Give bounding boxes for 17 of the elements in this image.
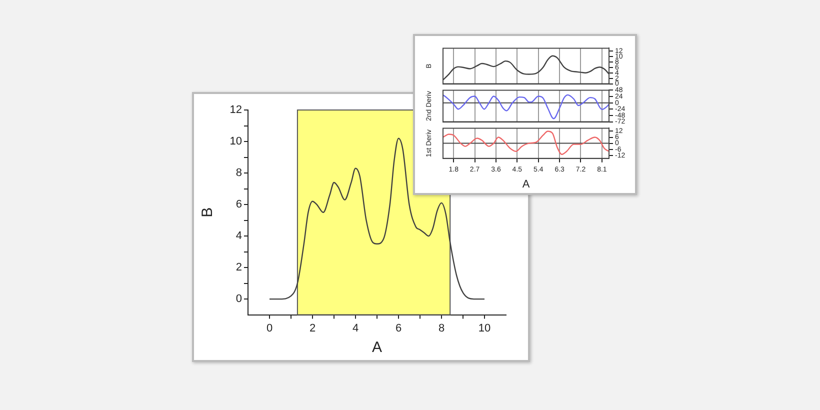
x-tick-label: 2 xyxy=(309,322,316,334)
x-tick-label: 4 xyxy=(352,322,359,334)
y-tick-label: 12 xyxy=(230,104,242,116)
y-tick-label: 6 xyxy=(236,198,242,211)
y-tick-label: 2 xyxy=(236,262,242,274)
y-axis-title: B xyxy=(199,207,216,218)
x-tick-label: 8 xyxy=(438,322,445,334)
x-tick-label: 0 xyxy=(266,322,273,334)
line-series xyxy=(443,130,609,155)
x-axis-title: A xyxy=(372,339,382,356)
x-tick-label: 6 xyxy=(395,322,402,334)
x-tick-label: 10 xyxy=(478,322,491,334)
y-tick-label: 10 xyxy=(230,136,242,148)
y-tick-label: 0 xyxy=(236,293,242,306)
x-axis-title: A xyxy=(522,178,530,190)
line-series xyxy=(443,94,609,120)
y-tick-label: 4 xyxy=(236,230,242,242)
